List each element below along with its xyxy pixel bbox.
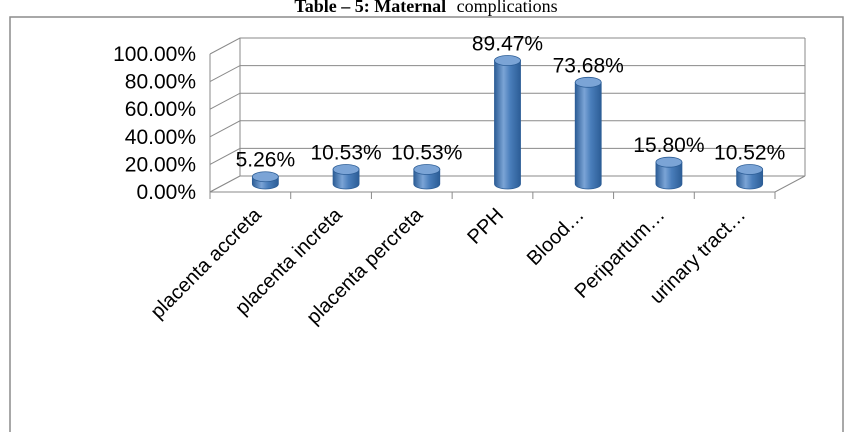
data-label: 5.26%: [236, 149, 296, 172]
data-label: 10.53%: [310, 141, 381, 164]
data-label: 10.53%: [391, 141, 462, 164]
category-label: Blood…: [523, 204, 589, 270]
y-tick-label: 0.00%: [136, 181, 196, 204]
table-caption: Table – 5: Maternal complications: [294, 0, 557, 16]
bar: [413, 164, 441, 190]
bar-top: [332, 164, 360, 175]
bar: [574, 76, 602, 190]
y-tick-label: 40.00%: [125, 126, 196, 149]
y-tick-label: 80.00%: [125, 71, 196, 94]
bar-top: [413, 164, 441, 175]
caption-normal: complications: [457, 0, 558, 16]
bar: [332, 164, 360, 190]
bar-body: [332, 169, 360, 190]
bar-body: [736, 169, 764, 190]
bar: [736, 164, 764, 190]
data-labels: 5.26% 10.53% 10.53% 89.47% 73.68% 15.80% 10.52…: [236, 33, 786, 172]
data-label: 15.80%: [633, 134, 704, 157]
y-tick-label: 100.00%: [113, 43, 196, 66]
bar: [494, 55, 521, 190]
data-label: 10.52%: [714, 141, 785, 164]
bars: [251, 55, 764, 190]
bar-top: [736, 164, 764, 175]
bar: [655, 156, 683, 190]
bar-top: [251, 171, 279, 183]
bar-body: [494, 60, 521, 190]
bar-top: [574, 76, 602, 88]
category-label: PPH: [463, 204, 508, 249]
bar-body: [413, 169, 441, 190]
caption-bold: Table – 5: Maternal: [294, 0, 446, 16]
y-tick-label: 20.00%: [125, 153, 196, 176]
bar: [251, 171, 279, 190]
bar-body: [655, 161, 683, 190]
data-label: 73.68%: [553, 54, 624, 77]
bar-top: [494, 55, 521, 66]
y-tick-label: 60.00%: [125, 98, 196, 121]
bar-body: [574, 81, 602, 190]
chart-frame: [9, 16, 844, 432]
y-axis-ticks: 0.00% 20.00% 40.00% 60.00% 80.00% 100.00%: [113, 43, 196, 204]
bar-top: [655, 156, 683, 168]
data-label: 89.47%: [472, 33, 543, 56]
